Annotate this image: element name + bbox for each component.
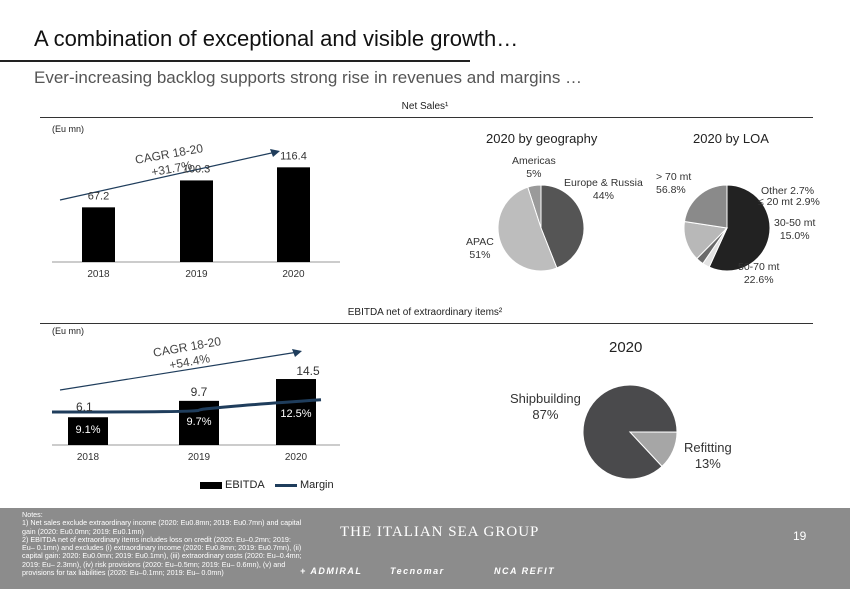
ebitda-cagr-arrowhead bbox=[292, 349, 302, 357]
ebitda-section-rule bbox=[40, 323, 813, 324]
ebitda-unit: (Eu mn) bbox=[52, 326, 85, 336]
geo-pie-title: 2020 by geography bbox=[486, 131, 598, 146]
sales-value-label-2018: 67.2 bbox=[88, 190, 109, 202]
legend-margin-swatch bbox=[275, 483, 297, 487]
geo-label-americas: Americas 5% bbox=[512, 155, 556, 180]
ebitda-pie-title: 2020 bbox=[609, 339, 643, 356]
brand-nca-refit: NCA REFIT bbox=[494, 566, 556, 576]
margin-label-2018: 9.1% bbox=[75, 424, 100, 436]
net-sales-bar-chart: 67.2 2018 100.3 2019 116.4 2020 bbox=[52, 149, 340, 280]
geo-label-apac: APAC 51% bbox=[466, 236, 494, 261]
ebitda-category-label-2020: 2020 bbox=[285, 452, 308, 463]
loa-label-gt70: > 70 mt 56.8% bbox=[656, 171, 692, 196]
sales-cagr-arrow bbox=[59, 151, 277, 201]
loa-pie-chart bbox=[683, 184, 771, 272]
page-number: 19 bbox=[793, 529, 807, 543]
ebitda-value-label-2020: 14.5 bbox=[296, 364, 320, 378]
sales-category-label-2018: 2018 bbox=[87, 269, 110, 280]
ebitda-bar-2020 bbox=[276, 379, 316, 445]
footer-notes-text: Notes: 1) Net sales exclude extraordinar… bbox=[22, 510, 302, 578]
geo-slice-apac bbox=[497, 186, 558, 272]
ebitda-category-label-2019: 2019 bbox=[188, 452, 211, 463]
loa-label-le20: ≤ 20 mt 2.9% bbox=[758, 196, 820, 208]
sales-category-label-2020: 2020 bbox=[282, 269, 305, 280]
page-title: A combination of exceptional and visible… bbox=[34, 26, 519, 51]
refitting-label: Refitting 13% bbox=[684, 440, 732, 471]
footer-notes: Notes: 1) Net sales exclude extraordinar… bbox=[22, 510, 304, 578]
ebitda-category-label-2018: 2018 bbox=[77, 452, 100, 463]
ebitda-cagr-arrow bbox=[59, 351, 299, 391]
geo-slice-europe-russia bbox=[540, 184, 585, 269]
loa-slice-50-70-mt bbox=[683, 184, 728, 229]
page-subtitle: Ever-increasing backlog supports strong … bbox=[34, 68, 583, 87]
margin-label-2020: 12.5% bbox=[280, 408, 311, 420]
margin-line bbox=[51, 398, 322, 414]
brand-admiral: + ADMIRAL bbox=[300, 566, 363, 576]
ebitda-value-label-2018: 6.1 bbox=[76, 400, 93, 414]
geo-label-europe: Europe & Russia 44% bbox=[564, 177, 643, 202]
net-sales-section-rule bbox=[40, 117, 813, 118]
legend-ebitda-label: EBITDA bbox=[225, 479, 265, 491]
loa-label-30-50: 30-50 mt 15.0% bbox=[774, 217, 816, 242]
ebitda-pie-slice-refitting bbox=[628, 431, 678, 468]
net-sales-unit: (Eu mn) bbox=[52, 124, 85, 134]
ebitda-pie-chart bbox=[582, 384, 678, 480]
sales-category-label-2019: 2019 bbox=[185, 269, 208, 280]
geo-pie-chart bbox=[497, 184, 585, 272]
legend-margin: Margin bbox=[275, 479, 334, 491]
sales-cagr-arrowhead bbox=[270, 149, 280, 157]
legend-margin-label: Margin bbox=[300, 479, 334, 491]
sales-bar-2018 bbox=[82, 207, 115, 262]
brand-tecnomar: Tecnomar bbox=[390, 566, 445, 576]
ebitda-section-label: EBITDA net of extraordinary items² bbox=[347, 307, 503, 318]
loa-slice-70-mt bbox=[708, 184, 771, 272]
legend-ebitda-swatch bbox=[200, 481, 222, 489]
loa-label-50-70: 50-70 mt 22.6% bbox=[738, 261, 780, 286]
ebitda-value-label-2019: 9.7 bbox=[191, 385, 208, 399]
sales-value-label-2020: 116.4 bbox=[280, 150, 307, 162]
shipbuilding-label: Shipbuilding 87% bbox=[510, 391, 581, 422]
margin-label-2019: 9.7% bbox=[186, 416, 211, 428]
brand-logo: THE ITALIAN SEA GROUP bbox=[340, 524, 540, 540]
ebitda-bar-2018 bbox=[68, 417, 108, 445]
ebitda-bar-chart: 2018 2019 2020 6.1 9.7 14.5 9.1% 9.7% 12.5% bbox=[51, 349, 340, 463]
title-divider bbox=[0, 60, 470, 62]
sales-value-label-2019: 100.3 bbox=[183, 163, 211, 175]
legend-ebitda: EBITDA bbox=[200, 479, 265, 491]
net-sales-section-label: Net Sales¹ bbox=[401, 101, 449, 112]
loa-label-other: Other 2.7% bbox=[761, 185, 815, 197]
sales-bar-2019 bbox=[180, 180, 213, 262]
sales-bar-2020 bbox=[277, 167, 310, 262]
loa-pie-title: 2020 by LOA bbox=[693, 131, 769, 146]
footer-bar bbox=[0, 508, 850, 589]
